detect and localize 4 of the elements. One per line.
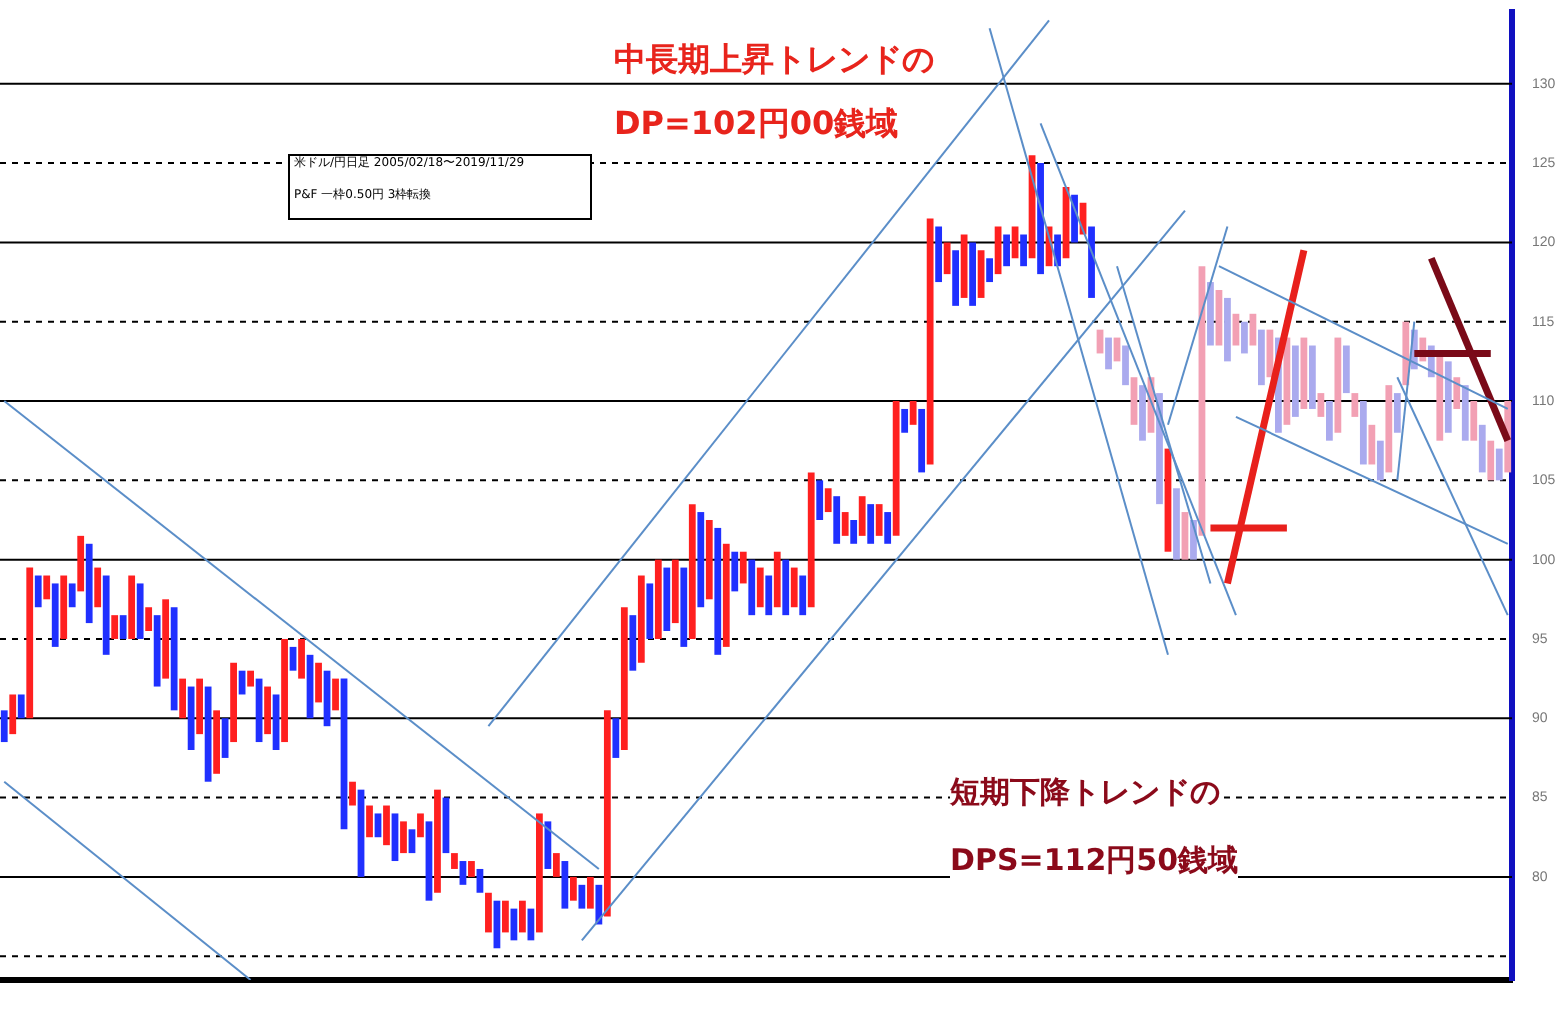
annotation: DP=102円00銭域: [614, 104, 899, 142]
annotation: 中長期上昇トレンドの: [614, 40, 934, 78]
annotation: DPS=112円50銭域: [950, 842, 1239, 878]
annotation: 短期下降トレンドの: [950, 774, 1220, 810]
